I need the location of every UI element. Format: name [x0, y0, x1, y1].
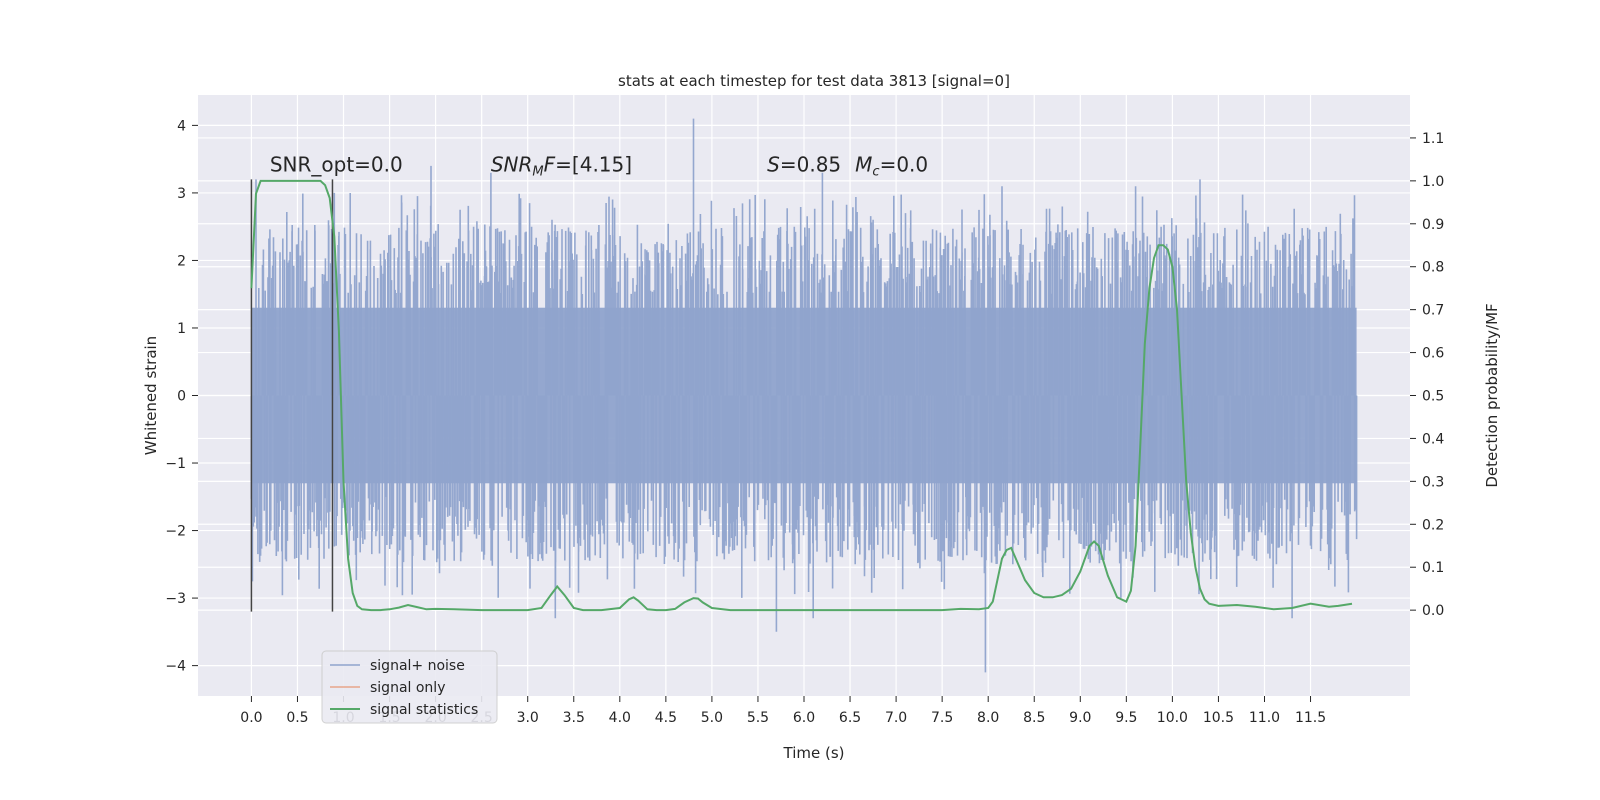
y-tick-label: 4 — [177, 118, 186, 134]
snr-mf-symbol: SNR — [491, 152, 533, 176]
x-tick-label: 5.0 — [701, 710, 723, 726]
annotation-snr-opt: SNR_opt=0.0 — [270, 152, 403, 176]
s-value: =0.85 — [780, 152, 841, 176]
y-right-tick-label: 1.0 — [1422, 174, 1444, 190]
y-tick-label: 3 — [177, 186, 186, 202]
y-axis-label: Whitened strain — [142, 336, 160, 455]
x-tick-label: 8.0 — [977, 710, 999, 726]
y-right-tick-label: 0.0 — [1422, 603, 1444, 619]
snr-mf-symbol-f: F — [544, 152, 556, 176]
x-tick-label: 5.5 — [747, 710, 769, 726]
x-tick-label: 7.0 — [885, 710, 907, 726]
noise-series — [250, 118, 1358, 673]
annotation-s-mc: S=0.85 Mc=0.0 — [767, 152, 928, 179]
y-right-tick-label: 0.4 — [1422, 431, 1444, 447]
x-tick-label: 11.5 — [1295, 710, 1326, 726]
y-right-tick-label: 0.3 — [1422, 474, 1444, 490]
x-tick-label: 4.0 — [609, 710, 631, 726]
x-tick-label: 11.0 — [1249, 710, 1280, 726]
x-tick-label: 8.5 — [1023, 710, 1045, 726]
y-tick-label: 0 — [177, 389, 186, 405]
x-tick-label: 6.0 — [793, 710, 815, 726]
y-right-tick-label: 0.7 — [1422, 303, 1444, 319]
y-right-tick-label: 0.5 — [1422, 389, 1444, 405]
signal-statistics-line — [250, 179, 1353, 612]
y-right-tick-label: 1.1 — [1422, 131, 1444, 147]
legend-label-signal-only: signal only — [370, 680, 445, 696]
annotation-snr-mf: SNRMF=[4.15] — [491, 152, 632, 179]
y-axis-ticks: −4 −3 −2 −1 0 1 2 3 4 — [165, 118, 198, 675]
mc-value: =0.0 — [880, 152, 929, 176]
x-tick-label: 0.5 — [286, 710, 308, 726]
mc-symbol: M — [855, 152, 872, 176]
y-tick-label: −3 — [165, 591, 186, 607]
x-tick-label: 9.5 — [1115, 710, 1137, 726]
y-tick-label: −4 — [165, 659, 186, 675]
s-symbol: S — [767, 152, 780, 176]
snr-mf-value: =[4.15] — [555, 152, 632, 176]
x-tick-label: 0.0 — [240, 710, 262, 726]
legend-label-signal-statistics: signal statistics — [370, 702, 478, 718]
y-right-axis-label: Detection probability/MF — [1483, 303, 1501, 487]
window-lines — [250, 179, 334, 612]
y-right-tick-label: 0.2 — [1422, 517, 1444, 533]
x-tick-label: 3.0 — [517, 710, 539, 726]
y-right-tick-label: 0.6 — [1422, 346, 1444, 362]
x-axis-label: Time (s) — [783, 744, 845, 762]
y-right-tick-label: 0.9 — [1422, 217, 1444, 233]
x-tick-label: 3.5 — [563, 710, 585, 726]
x-tick-label: 10.5 — [1203, 710, 1234, 726]
legend-box — [321, 650, 498, 724]
snr-mf-subscript: M — [532, 164, 543, 179]
chart-title: stats at each timestep for test data 381… — [618, 72, 1010, 90]
y-tick-label: −1 — [165, 456, 186, 472]
y-tick-label: 1 — [177, 321, 186, 337]
y-tick-label: 2 — [177, 253, 186, 269]
y-tick-label: −2 — [165, 524, 186, 540]
y-right-axis-ticks: 0.0 0.1 0.2 0.3 0.4 0.5 0.6 0.7 0.8 0.9 1.0 1.1 — [1410, 131, 1444, 619]
x-tick-label: 4.5 — [655, 710, 677, 726]
legend-label-signal-noise: signal+ noise — [370, 658, 465, 674]
x-tick-label: 6.5 — [839, 710, 861, 726]
x-tick-label: 10.0 — [1157, 710, 1188, 726]
x-tick-label: 7.5 — [931, 710, 953, 726]
y-right-tick-label: 0.8 — [1422, 260, 1444, 276]
y-right-tick-label: 0.1 — [1422, 560, 1444, 576]
legend: signal+ noise signal only signal statist… — [321, 650, 498, 724]
x-tick-label: 9.0 — [1069, 710, 1091, 726]
mc-subscript: c — [872, 164, 879, 179]
